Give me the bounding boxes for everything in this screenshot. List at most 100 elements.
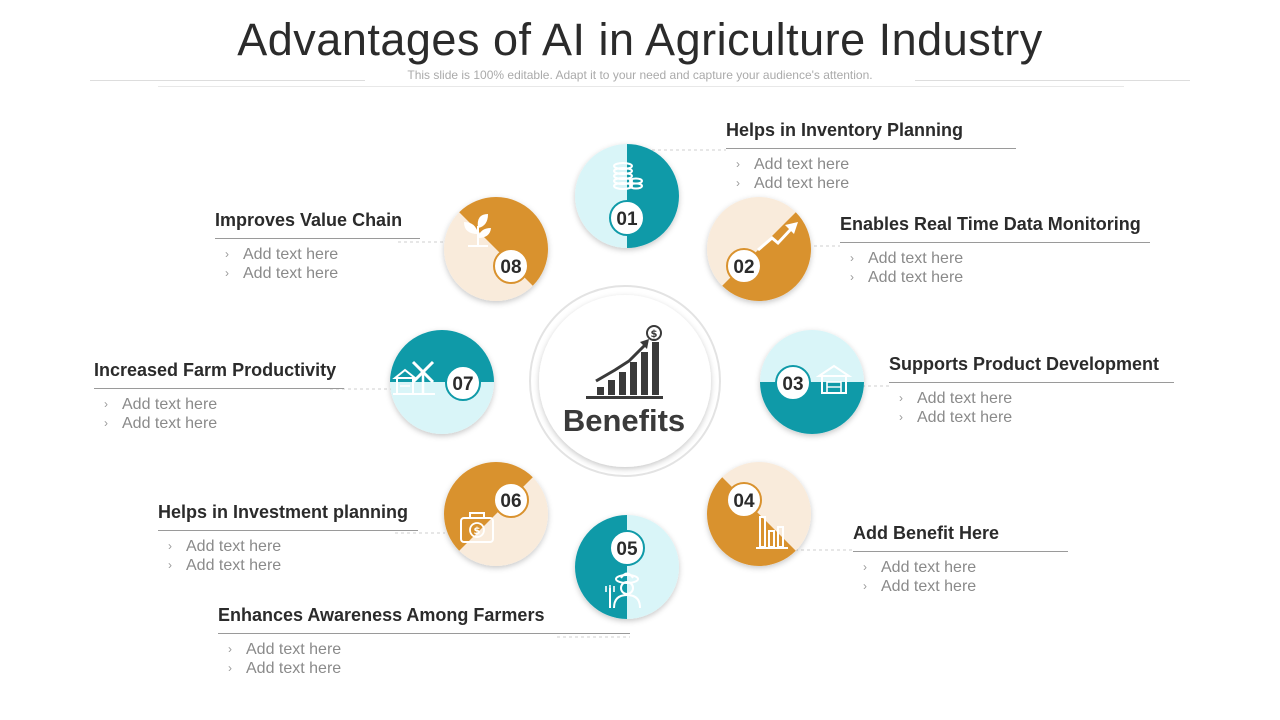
list-item: › Add text here [228, 659, 630, 678]
item-text: Add text here [754, 175, 850, 192]
item-text: Add text here [243, 265, 339, 282]
item-text: Add text here [868, 250, 964, 267]
step-node-06: $06 [443, 461, 548, 566]
callout-title: Supports Product Development [889, 354, 1160, 374]
money-bag-icon: $ [460, 512, 494, 543]
callout-items: › Add text here › Add text here [840, 249, 1150, 287]
farmer-icon [605, 572, 641, 609]
step-node-03: 03 [760, 330, 864, 434]
step-node-01: 01 [575, 144, 679, 248]
callout-title: Enables Real Time Data Monitoring [840, 214, 1141, 234]
step-number: 02 [733, 257, 754, 278]
step-number: 04 [733, 491, 755, 512]
step-badge-02 [726, 248, 762, 284]
chevron-right-icon: › [899, 410, 903, 424]
callout-title: Helps in Investment planning [158, 502, 409, 522]
list-item: › Add text here [104, 395, 344, 414]
step-badge-05 [609, 530, 645, 566]
item-text: Add text here [122, 396, 218, 413]
chevron-right-icon: › [228, 642, 232, 656]
slide-title: Advantages of AI in Agriculture Industry [237, 14, 1043, 65]
item-text: Add text here [881, 559, 977, 576]
svg-text:$: $ [651, 329, 658, 340]
chevron-right-icon: › [850, 251, 854, 265]
item-text: Add text here [868, 269, 964, 286]
step-number: 01 [616, 209, 638, 230]
callout-underline [218, 633, 630, 634]
title-rule-left [90, 80, 365, 81]
chevron-right-icon: › [225, 247, 229, 261]
list-item: › Add text here [850, 249, 1150, 268]
chevron-right-icon: › [104, 397, 108, 411]
callout-underline [158, 530, 418, 531]
callout-title: Enhances Awareness Among Farmers [218, 605, 545, 625]
chevron-right-icon: › [104, 416, 108, 430]
callout-underline [840, 242, 1150, 243]
callout-items: › Add text here › Add text here [726, 155, 1016, 193]
step-node-02: 02 [707, 197, 812, 302]
callout-03: Supports Product Development › Add text he… [889, 354, 1174, 427]
callout-underline [853, 551, 1068, 552]
item-text: Add text here [122, 415, 218, 432]
step-badge-01 [609, 200, 645, 236]
item-text: Add text here [917, 390, 1013, 407]
list-item: › Add text here [736, 155, 1016, 174]
list-item: › Add text here [168, 537, 418, 556]
step-badge-08 [493, 248, 529, 284]
callout-underline [726, 148, 1016, 149]
chevron-right-icon: › [863, 579, 867, 593]
item-text: Add text here [186, 538, 282, 555]
step-badge-04 [726, 482, 762, 518]
windmill-farm-icon [392, 360, 435, 395]
step-node-07: 07 [390, 330, 494, 434]
item-text: Add text here [246, 641, 342, 658]
list-item: › Add text here [899, 389, 1174, 408]
coin-stack-icon [613, 162, 643, 190]
center-hub: $ Benefits [529, 285, 721, 477]
chevron-right-icon: › [899, 391, 903, 405]
sprout-icon [464, 214, 491, 247]
item-text: Add text here [917, 409, 1013, 426]
callout-title: Increased Farm Productivity [94, 360, 337, 380]
step-number: 07 [452, 374, 473, 395]
step-number: 06 [500, 491, 521, 512]
list-item: › Add text here [225, 264, 420, 283]
list-item: › Add text here [225, 245, 420, 264]
bar-chart-icon [756, 516, 788, 549]
growth-chart-dollar-icon: $ [586, 325, 663, 399]
list-item: › Add text here [863, 577, 1068, 596]
callout-01: Helps in Inventory Planning › Add text her… [726, 120, 1016, 193]
item-text: Add text here [754, 156, 850, 173]
chevron-right-icon: › [736, 157, 740, 171]
callout-items: › Add text here › Add text here [218, 640, 630, 678]
callout-items: › Add text here › Add text here [94, 395, 344, 433]
list-item: › Add text here [104, 414, 344, 433]
warehouse-icon [815, 364, 853, 394]
item-text: Add text here [243, 246, 339, 263]
list-item: › Add text here [736, 174, 1016, 193]
step-node-08: 08 [444, 196, 549, 301]
callout-items: › Add text here › Add text here [158, 537, 418, 575]
item-text: Add text here [881, 578, 977, 595]
list-item: › Add text here [863, 558, 1068, 577]
step-badge-03 [775, 365, 811, 401]
callout-05: Enhances Awareness Among Farmers › Add tex… [218, 605, 630, 678]
callout-underline [94, 388, 344, 389]
step-node-04: 04 [706, 462, 811, 567]
chevron-right-icon: › [168, 558, 172, 572]
center-label: Benefits [563, 403, 685, 438]
slide-subtitle: This slide is 100% editable. Adapt it to… [407, 68, 873, 82]
chevron-right-icon: › [168, 539, 172, 553]
callout-items: › Add text here › Add text here [853, 558, 1068, 596]
callout-items: › Add text here › Add text here [889, 389, 1174, 427]
step-badge-07 [445, 365, 481, 401]
list-item: › Add text here [850, 268, 1150, 287]
step-badge-06 [493, 482, 529, 518]
item-text: Add text here [186, 557, 282, 574]
callout-items: › Add text here › Add text here [215, 245, 420, 283]
list-item: › Add text here [228, 640, 630, 659]
list-item: › Add text here [168, 556, 418, 575]
callout-title: Add Benefit Here [853, 523, 1000, 543]
callout-underline [215, 238, 420, 239]
